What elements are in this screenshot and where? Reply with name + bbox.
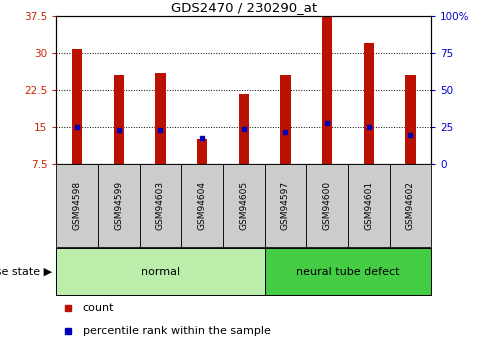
Bar <box>197 139 207 164</box>
Bar <box>98 164 140 247</box>
Text: GSM94605: GSM94605 <box>239 181 248 230</box>
Text: neural tube defect: neural tube defect <box>296 267 400 277</box>
Bar <box>390 164 431 247</box>
Bar <box>322 16 332 164</box>
Bar <box>364 43 374 164</box>
Text: GSM94601: GSM94601 <box>364 181 373 230</box>
Text: GSM94597: GSM94597 <box>281 181 290 230</box>
Bar <box>239 93 249 164</box>
Bar <box>280 75 291 164</box>
Bar <box>114 75 124 164</box>
Bar <box>140 164 181 247</box>
Text: GSM94603: GSM94603 <box>156 181 165 230</box>
Bar <box>56 164 98 247</box>
Text: normal: normal <box>141 267 180 277</box>
Bar <box>72 49 82 164</box>
Text: disease state ▶: disease state ▶ <box>0 267 52 277</box>
Text: GSM94602: GSM94602 <box>406 181 415 230</box>
Bar <box>56 248 265 295</box>
Bar <box>265 248 431 295</box>
Text: count: count <box>83 303 114 313</box>
Bar <box>181 164 223 247</box>
Bar <box>223 164 265 247</box>
Text: GSM94604: GSM94604 <box>197 181 207 230</box>
Bar <box>265 164 306 247</box>
Bar <box>306 164 348 247</box>
Text: GSM94599: GSM94599 <box>114 181 123 230</box>
Text: percentile rank within the sample: percentile rank within the sample <box>83 326 270 336</box>
Bar <box>348 164 390 247</box>
Bar <box>155 73 166 164</box>
Bar <box>405 75 416 164</box>
Text: GSM94600: GSM94600 <box>322 181 332 230</box>
Title: GDS2470 / 230290_at: GDS2470 / 230290_at <box>171 1 317 14</box>
Text: GSM94598: GSM94598 <box>73 181 82 230</box>
